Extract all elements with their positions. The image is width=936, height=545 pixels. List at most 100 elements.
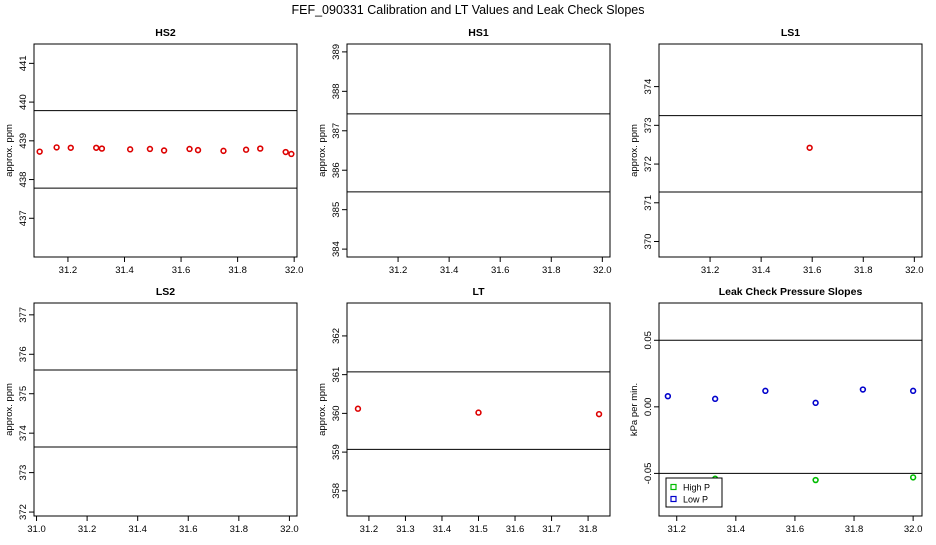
- low-p-point: [664, 392, 672, 400]
- series-point: [98, 145, 106, 152]
- x-tick-label: 31.6: [506, 524, 525, 535]
- y-tick-label: 358: [331, 483, 342, 499]
- x-tick-label: 32.0: [285, 265, 304, 276]
- series-point: [220, 147, 227, 155]
- y-tick-label: 376: [18, 346, 29, 362]
- series-point: [67, 144, 74, 151]
- series-point: [282, 148, 289, 156]
- x-tick-label: 31.7: [542, 524, 561, 535]
- x-tick-label: 31.8: [228, 265, 247, 276]
- series-point: [126, 146, 134, 153]
- series-point: [595, 410, 603, 418]
- y-axis-label: kPa per min.: [629, 383, 640, 436]
- y-tick-label: 377: [18, 307, 29, 323]
- low-p-point: [762, 387, 769, 395]
- series-point: [36, 148, 43, 155]
- figure-title: FEF_090331 Calibration and LT Values and…: [291, 3, 644, 17]
- series-point: [257, 145, 264, 152]
- x-tick-label: 31.6: [786, 524, 805, 535]
- x-tick-label: 31.4: [440, 265, 459, 276]
- y-tick-label: 386: [331, 162, 342, 178]
- panel-2: HS1 31.2 31.4 31.6 31.8 32.0 384 385 386 387 388 38…: [317, 27, 612, 276]
- low-p-point: [711, 395, 719, 403]
- x-tick-label: 31.2: [360, 524, 379, 535]
- y-tick-label: 387: [331, 123, 342, 139]
- x-tick-label: 31.2: [59, 265, 78, 276]
- panel-title: HS2: [155, 27, 176, 39]
- x-tick-label: 32.0: [593, 265, 612, 276]
- y-tick-label: 375: [18, 386, 29, 402]
- plot-frame: [658, 302, 923, 517]
- y-axis-label: approx. ppm: [4, 383, 15, 436]
- y-tick-label: 372: [18, 504, 29, 520]
- y-axis-label: approx. ppm: [317, 383, 328, 436]
- x-tick-label: 31.8: [845, 524, 864, 535]
- series-point: [146, 145, 154, 153]
- series-point: [186, 145, 193, 153]
- x-tick-label: 31.2: [667, 524, 686, 535]
- y-tick-label: 385: [331, 202, 342, 218]
- legend-swatch: [670, 495, 677, 503]
- plot-frame: [33, 43, 298, 258]
- y-tick-label: 374: [643, 79, 654, 95]
- series-point: [288, 150, 295, 158]
- series-point: [53, 144, 60, 151]
- y-tick-label: 359: [331, 444, 342, 460]
- y-tick-label: 360: [331, 405, 342, 421]
- x-tick-label: 31.2: [389, 265, 408, 276]
- y-tick-label: 437: [18, 210, 29, 226]
- y-tick-label: -0.05: [643, 463, 654, 485]
- y-tick-label: 0.05: [643, 331, 654, 350]
- plot-frame: [346, 43, 611, 258]
- x-tick-label: 31.0: [27, 524, 46, 535]
- panel-4: LS2 31.0 31.2 31.4 31.6 31.8 32.0 372 373 374 375 3…: [4, 286, 299, 535]
- series-point: [160, 147, 168, 154]
- x-tick-label: 31.2: [701, 265, 720, 276]
- series-point: [242, 146, 250, 153]
- low-p-point: [812, 399, 819, 407]
- x-tick-label: 31.4: [752, 265, 771, 276]
- x-tick-label: 31.6: [491, 265, 510, 276]
- series-point: [93, 144, 100, 151]
- plot-frame: [33, 302, 298, 517]
- x-tick-label: 31.8: [230, 524, 249, 535]
- panel-title: LS1: [781, 27, 800, 39]
- panel-3: LS1 31.2 31.4 31.6 31.8 32.0 370 371 372 373 374 ap…: [629, 27, 924, 276]
- panel-5: LT 31.2 31.3 31.4 31.5 31.6 31.7 31.8 358 359 360 3…: [317, 286, 611, 535]
- x-tick-label: 31.6: [172, 265, 191, 276]
- x-tick-label: 32.0: [280, 524, 299, 535]
- x-tick-label: 31.6: [179, 524, 198, 535]
- y-tick-label: 373: [18, 465, 29, 481]
- panel-6: Leak Check Pressure Slopes 31.2 31.4 31.6 31…: [629, 286, 923, 535]
- legend-label: High P: [683, 483, 710, 493]
- y-axis-label: approx. ppm: [317, 124, 328, 177]
- y-axis-label: approx. ppm: [629, 124, 640, 177]
- y-tick-label: 0.00: [643, 398, 654, 417]
- panel-title: Leak Check Pressure Slopes: [719, 286, 863, 298]
- series-point: [806, 144, 813, 151]
- series-point: [354, 405, 362, 412]
- high-p-point: [812, 476, 819, 484]
- y-tick-label: 384: [331, 241, 342, 257]
- x-tick-label: 31.8: [579, 524, 598, 535]
- high-p-point: [909, 474, 917, 481]
- x-tick-label: 32.0: [904, 524, 923, 535]
- y-tick-label: 440: [18, 94, 29, 110]
- low-p-point: [909, 387, 917, 395]
- y-axis-label: approx. ppm: [4, 124, 15, 177]
- x-tick-label: 31.4: [115, 265, 134, 276]
- y-tick-label: 438: [18, 172, 29, 188]
- legend-box: [665, 477, 723, 508]
- plot-frame: [658, 43, 923, 258]
- panel-title: HS1: [468, 27, 489, 39]
- y-tick-label: 361: [331, 367, 342, 383]
- y-tick-label: 374: [18, 425, 29, 441]
- x-tick-label: 31.4: [433, 524, 452, 535]
- panel-1: HS2 31.2 31.4 31.6 31.8 32.0 437 438 439 440 441 ap…: [4, 27, 303, 276]
- x-tick-label: 31.2: [78, 524, 97, 535]
- series-point: [194, 146, 202, 154]
- y-tick-label: 373: [643, 117, 654, 133]
- y-tick-label: 371: [643, 195, 654, 211]
